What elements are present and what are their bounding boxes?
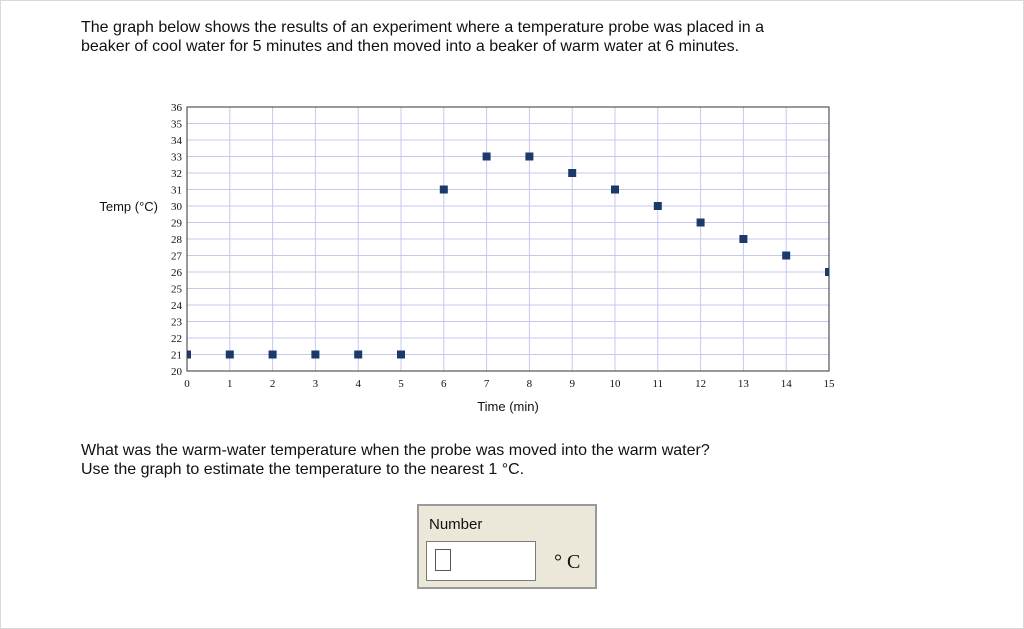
unit-label: ° C: [554, 551, 581, 573]
data-point: [225, 350, 234, 359]
answer-number-input[interactable]: [426, 541, 536, 581]
data-point: [187, 350, 191, 359]
data-point: [739, 235, 748, 243]
y-tick-label: 34: [171, 135, 183, 147]
data-point: [696, 218, 705, 227]
data-point: [311, 350, 320, 359]
question-line-2: Use the graph to estimate the temperatur…: [81, 461, 525, 478]
y-tick-label: 21: [171, 350, 182, 362]
y-axis-title: Temp (°C): [99, 199, 158, 214]
y-tick-label: 35: [171, 119, 183, 131]
data-point: [611, 185, 619, 194]
x-axis-title: Time (min): [477, 399, 539, 414]
data-points: [187, 152, 829, 359]
y-tick-label: 31: [171, 185, 182, 197]
x-tick-label: 5: [398, 378, 404, 390]
x-tick-label: 4: [355, 378, 361, 390]
x-tick-label: 0: [184, 378, 190, 390]
data-point: [397, 350, 405, 359]
y-tick-label: 30: [171, 201, 183, 213]
question-text: What was the warm-water temperature when…: [81, 441, 961, 479]
number-label: Number: [429, 516, 483, 533]
y-tick-label: 33: [171, 152, 183, 164]
y-tick-label: 36: [171, 102, 183, 114]
x-tick-label: 13: [738, 378, 750, 390]
y-tick-label: 23: [171, 317, 183, 329]
y-tick-label: 22: [171, 333, 182, 345]
y-tick-label: 24: [171, 300, 183, 312]
x-tick-label: 1: [227, 378, 233, 390]
x-tick-label: 15: [824, 378, 836, 390]
data-point: [568, 169, 577, 177]
x-tick-label: 7: [484, 378, 490, 390]
y-tick-label: 20: [171, 366, 183, 378]
x-tick-label: 6: [441, 378, 447, 390]
y-tick-label: 27: [171, 251, 183, 263]
data-point: [825, 268, 829, 276]
data-point: [268, 350, 277, 359]
x-tick-label: 2: [270, 378, 276, 390]
y-tick-label: 25: [171, 284, 183, 296]
question-line-1: What was the warm-water temperature when…: [81, 442, 710, 459]
y-tick-label: 32: [171, 168, 182, 180]
intro-text: The graph below shows the results of an …: [81, 18, 961, 56]
y-tick-label: 28: [171, 234, 183, 246]
data-point: [439, 185, 448, 194]
x-tick-label: 3: [313, 378, 319, 390]
plot-frame: [186, 106, 830, 372]
x-tick-label: 10: [610, 378, 622, 390]
x-tick-label: 9: [569, 378, 575, 390]
data-point: [482, 152, 491, 161]
x-tick-label: 14: [781, 378, 793, 390]
intro-line-2: beaker of cool water for 5 minutes and t…: [81, 38, 740, 55]
data-point: [782, 251, 791, 260]
y-tick-label: 29: [171, 218, 183, 230]
x-tick-label: 12: [695, 378, 706, 390]
answer-panel: Number ° C: [417, 504, 597, 589]
y-tick-label: 26: [171, 267, 183, 279]
x-tick-label: 11: [653, 378, 664, 390]
intro-line-1: The graph below shows the results of an …: [81, 19, 765, 36]
data-point: [653, 202, 662, 210]
data-point: [354, 350, 363, 359]
x-tick-label: 8: [527, 378, 533, 390]
data-point: [525, 152, 534, 161]
text-cursor-icon: [435, 549, 451, 571]
